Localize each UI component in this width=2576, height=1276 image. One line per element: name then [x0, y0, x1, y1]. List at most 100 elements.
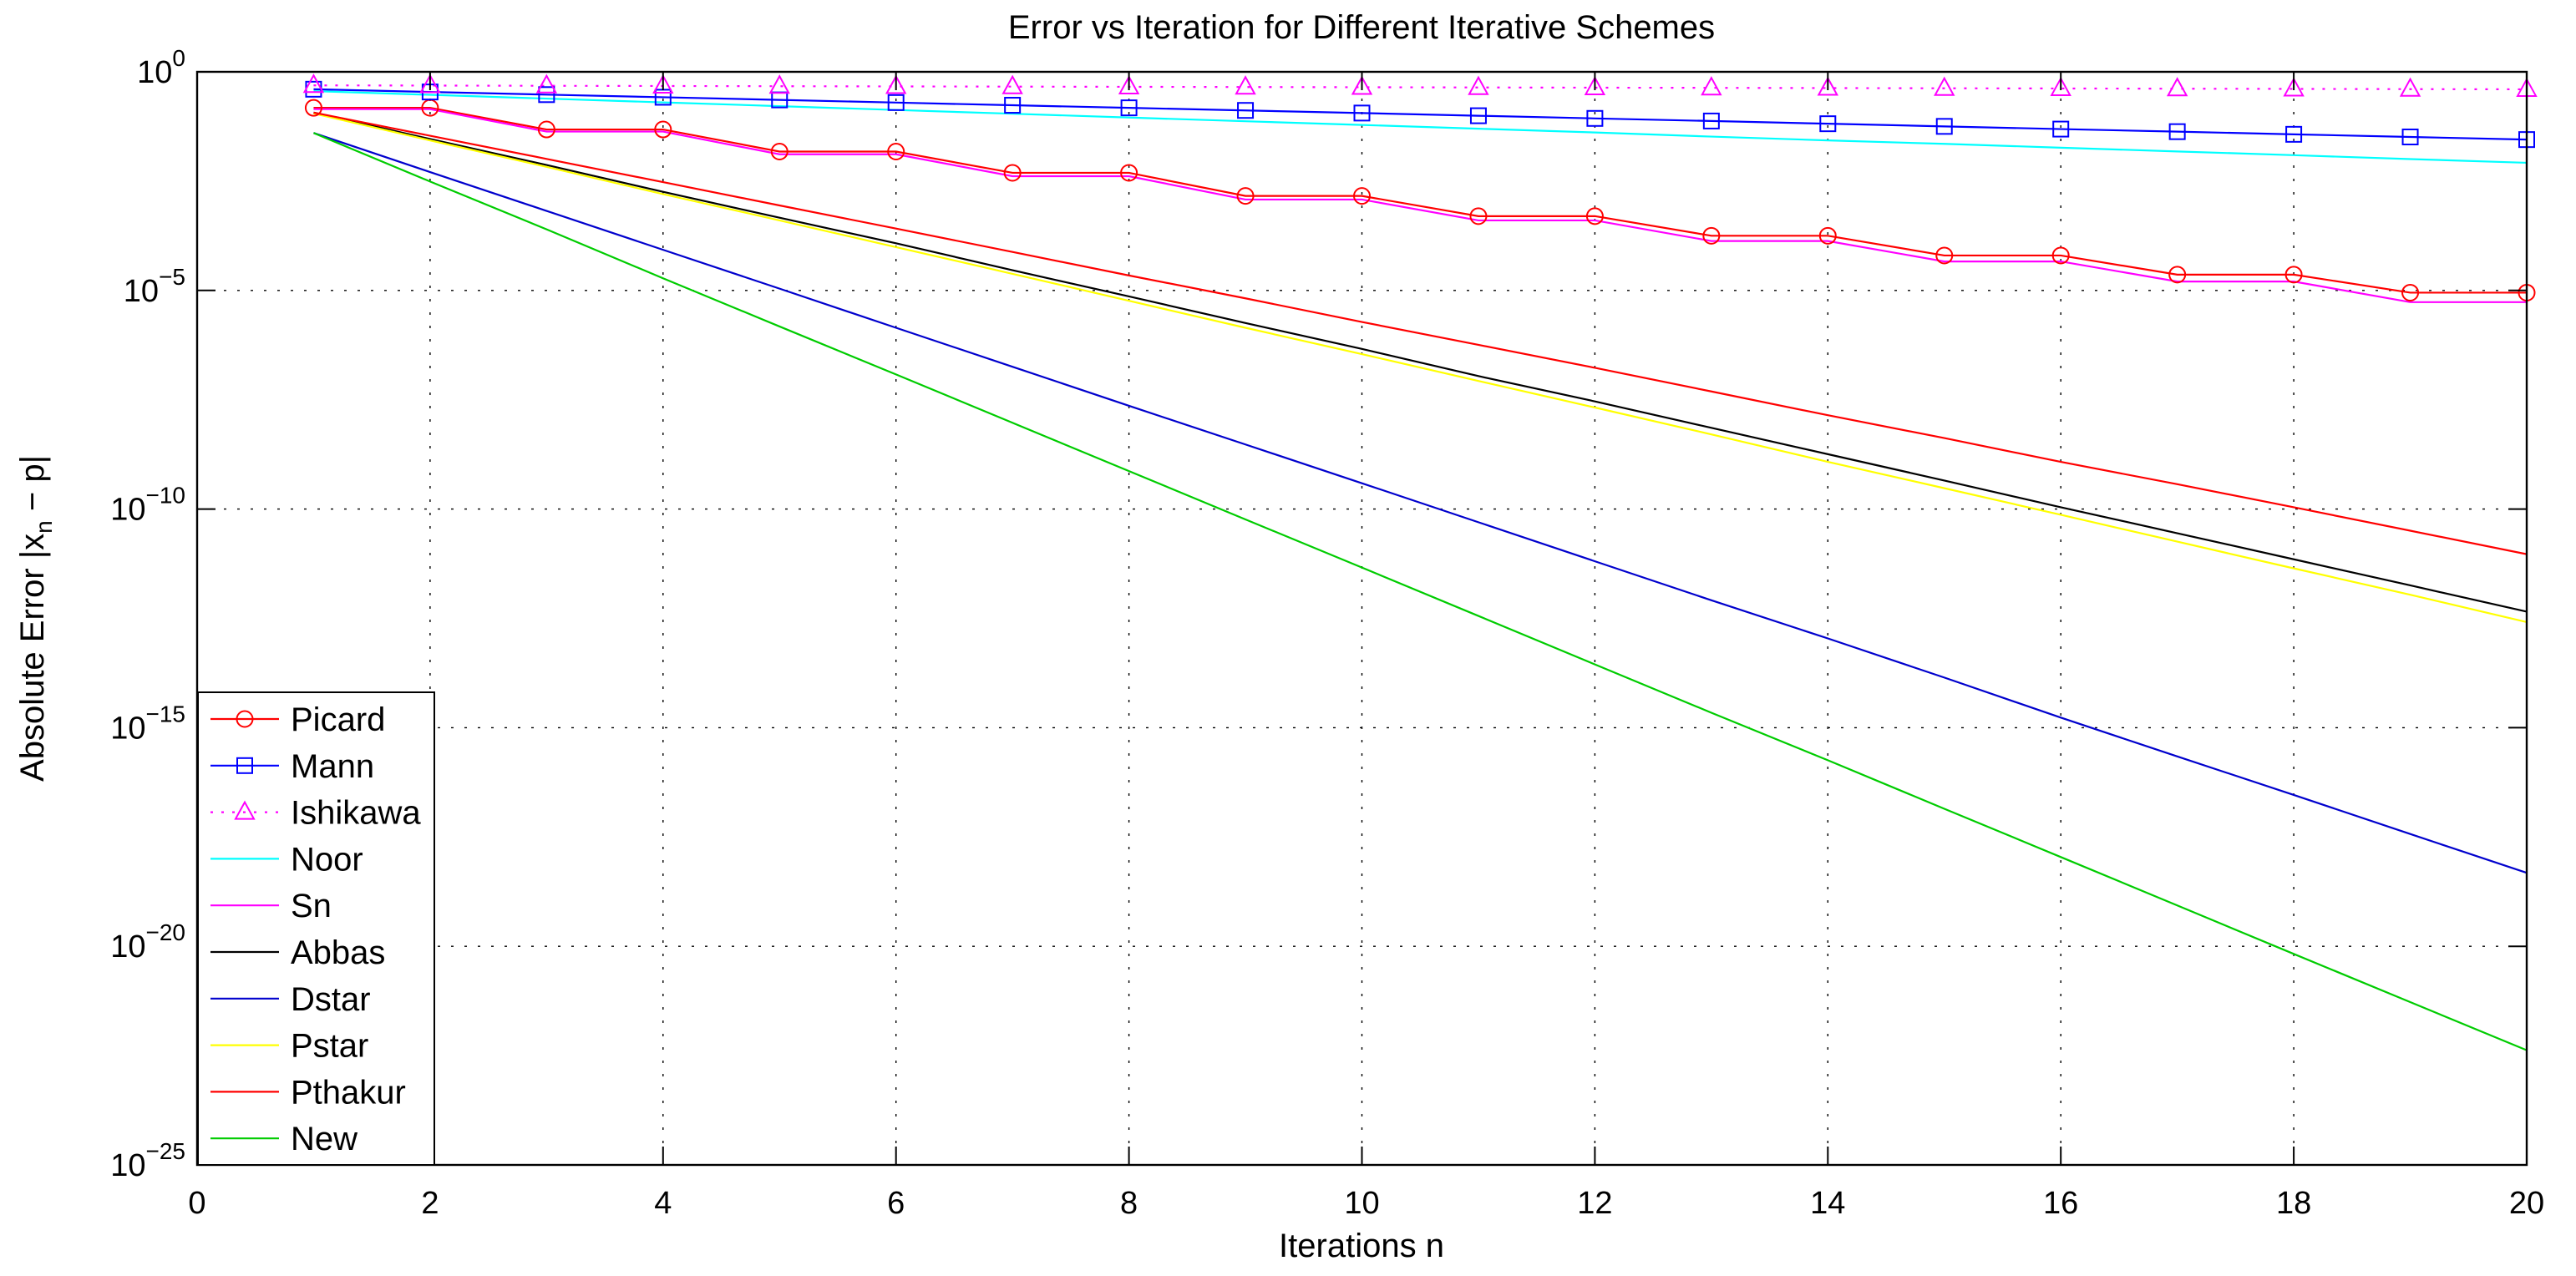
legend-label-abbas: Abbas	[291, 934, 385, 971]
triangle-marker	[1817, 76, 1838, 96]
series-lines	[313, 84, 2528, 1051]
legend: Picard Mann Ishikawa Noor Sn Abbas Dstar Pstar P…	[197, 691, 435, 1166]
square-marker	[1586, 109, 1604, 127]
triangle-marker	[768, 74, 790, 94]
x-axis-label: Iterations n	[1279, 1228, 1444, 1264]
triangle-marker	[1118, 74, 1140, 94]
y-axis-label-text: Absolute Error |xn − p|	[14, 455, 57, 782]
triangle-marker	[302, 73, 325, 94]
square-marker	[1353, 104, 1371, 122]
series-markers	[302, 73, 2538, 301]
series-sn-line	[313, 108, 2527, 303]
triangle-marker	[2050, 76, 2071, 96]
series-new-line	[313, 132, 2528, 1051]
x-tick-label: 18	[2276, 1186, 2311, 1221]
legend-label-new: New	[291, 1121, 357, 1157]
series-pstar-line	[313, 112, 2528, 624]
series-picard-markers	[304, 99, 2536, 301]
series-ishikawa-markers	[302, 73, 2538, 97]
legend-item-sn: Sn	[210, 888, 332, 924]
triangle-marker	[2166, 77, 2188, 97]
series-mann-line	[313, 88, 2528, 141]
legend-item-pthakur: Pthakur	[210, 1074, 406, 1111]
triangle-marker	[885, 74, 907, 94]
triangle-marker	[2283, 77, 2305, 97]
x-tick-label: 6	[887, 1186, 905, 1221]
legend-item-abbas: Abbas	[210, 934, 385, 971]
x-tick-label: 8	[1120, 1186, 1138, 1221]
circle-marker	[537, 120, 555, 139]
circle-marker	[770, 142, 789, 160]
legend-label-picard: Picard	[291, 701, 385, 738]
legend-label-ishikawa: Ishikawa	[291, 795, 421, 832]
circle-marker	[2401, 283, 2420, 301]
circle-marker	[1353, 187, 1371, 205]
y-tick-label: 100	[137, 45, 185, 90]
x-tick-label: 20	[2509, 1186, 2544, 1221]
triangle-marker	[652, 73, 674, 94]
legend-item-ishikawa: Ishikawa	[210, 795, 421, 832]
series-noor-line	[313, 89, 2528, 165]
square-marker	[1120, 99, 1138, 117]
x-tick-label: 12	[1577, 1186, 1612, 1221]
triangle-marker	[419, 73, 441, 94]
circle-marker	[1469, 207, 1488, 225]
y-tick-label: 10−20	[110, 919, 185, 965]
square-marker	[2168, 123, 2186, 140]
circle-marker	[1818, 226, 1837, 245]
circle-marker	[236, 710, 254, 728]
legend-item-dstar: Dstar	[210, 981, 371, 1018]
legend-label-dstar: Dstar	[291, 981, 371, 1018]
legend-label-mann: Mann	[291, 748, 374, 785]
square-marker	[1702, 112, 1720, 129]
square-marker	[1469, 107, 1487, 124]
circle-marker	[2284, 266, 2303, 284]
legend-item-pstar: Pstar	[210, 1028, 368, 1065]
legend-label-noor: Noor	[291, 841, 363, 878]
triangle-marker	[1235, 75, 1256, 95]
triangle-marker	[1701, 76, 1722, 96]
y-tick-label: 10−5	[124, 264, 185, 309]
square-marker	[1935, 118, 1953, 135]
chart-title: Error vs Iteration for Different Iterati…	[1008, 9, 1715, 46]
legend-label-sn: Sn	[291, 888, 332, 924]
circle-marker	[1003, 164, 1022, 182]
y-axis-label: Absolute Error |xn − p|	[14, 455, 57, 782]
circle-marker	[2051, 246, 2070, 265]
square-marker	[236, 757, 253, 774]
circle-marker	[887, 142, 905, 160]
triangle-marker	[1001, 74, 1023, 94]
circle-marker	[1120, 164, 1138, 182]
circle-marker	[1935, 246, 1954, 265]
legend-item-new: New	[210, 1121, 357, 1157]
square-marker	[1819, 115, 1837, 133]
triangle-marker	[1351, 75, 1373, 95]
x-tick-label: 0	[188, 1186, 205, 1221]
series-dstar-line	[313, 132, 2528, 874]
circle-marker	[2168, 266, 2187, 284]
circle-marker	[1236, 187, 1255, 205]
legend-label-pthakur: Pthakur	[291, 1074, 406, 1111]
triangle-marker	[1468, 75, 1489, 95]
legend-label-pstar: Pstar	[291, 1028, 368, 1065]
y-tick-label: 10−10	[110, 483, 185, 528]
legend-item-mann: Mann	[210, 748, 374, 785]
tick-labels: 0 2 4 6 8 10 12 14 16 18 20 100 10−5 10−10 10−15 10−20 1…	[110, 45, 2544, 1221]
triangle-marker	[535, 73, 558, 94]
square-marker	[2052, 120, 2070, 138]
square-marker	[2285, 125, 2303, 143]
square-marker	[887, 94, 905, 111]
circle-marker	[1702, 226, 1721, 245]
circle-marker	[1585, 207, 1604, 225]
legend-item-noor: Noor	[210, 841, 363, 878]
triangle-marker	[234, 800, 256, 820]
series-abbas-line	[313, 111, 2528, 613]
triangle-marker	[1584, 75, 1606, 95]
square-marker	[538, 86, 555, 104]
x-tick-label: 4	[654, 1186, 672, 1221]
y-tick-label: 10−15	[110, 701, 185, 746]
series-pthakur-line	[313, 111, 2528, 555]
circle-marker	[654, 120, 672, 139]
